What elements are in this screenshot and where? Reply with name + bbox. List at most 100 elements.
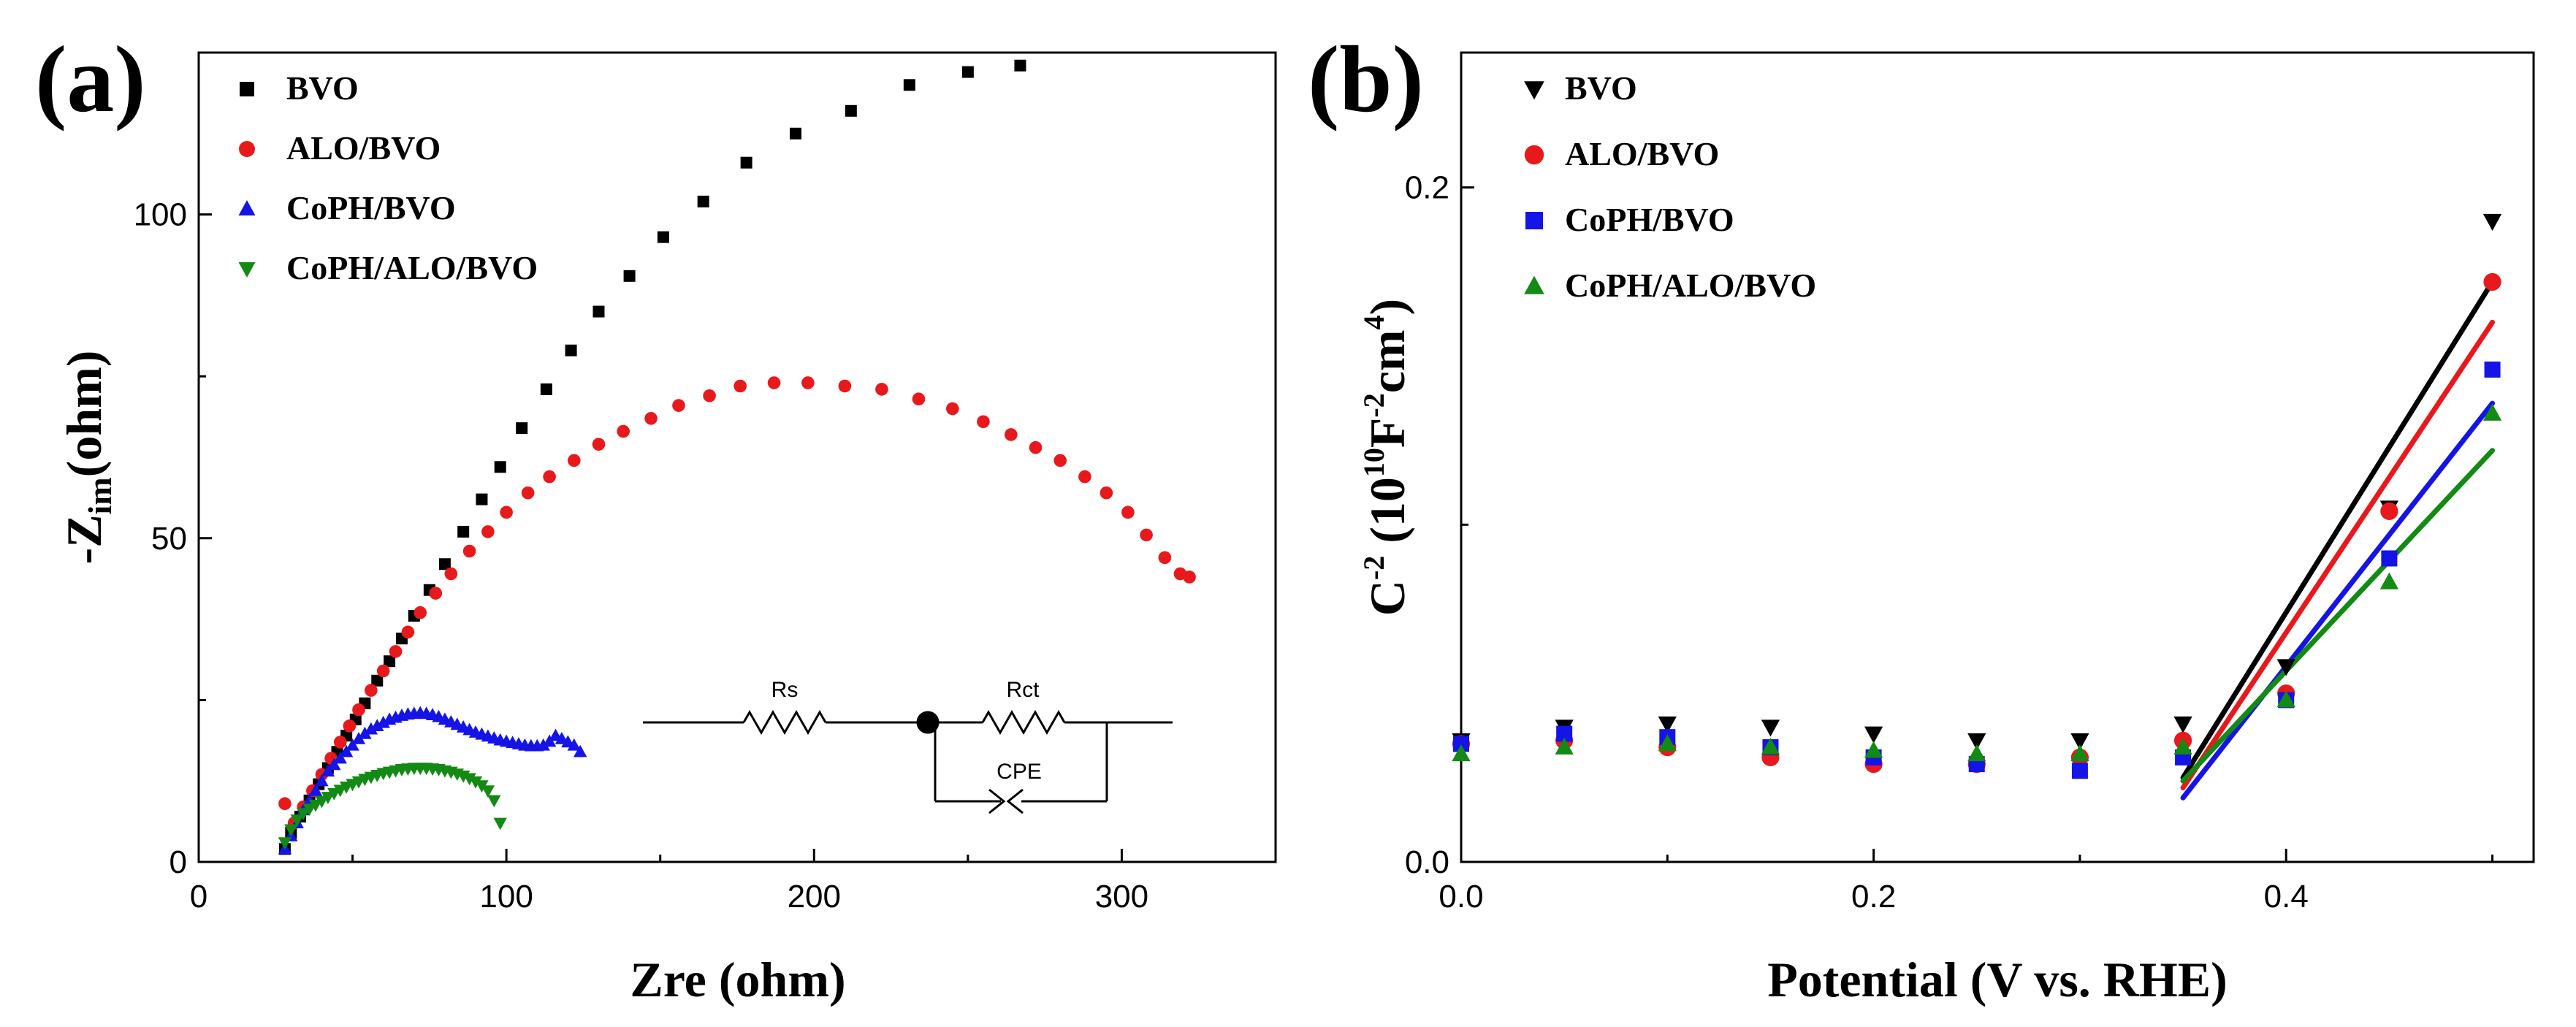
data-point	[278, 837, 292, 850]
series-coph-bvo	[278, 706, 587, 855]
data-point	[500, 505, 513, 519]
data-point	[1158, 551, 1172, 565]
series-coph-alo-bvo	[1452, 403, 2502, 762]
x-tick-label: 0.2	[1851, 879, 1896, 915]
data-point	[672, 399, 685, 412]
data-point	[521, 486, 535, 500]
data-point	[1967, 733, 1986, 750]
y-tick-label: 0	[169, 844, 187, 880]
data-point	[2173, 737, 2192, 755]
legend-label: CoPH/BVO	[1565, 201, 1734, 238]
y-tick-label: 50	[151, 521, 187, 557]
data-point	[592, 438, 606, 451]
circuit-label-rs: Rs	[771, 678, 799, 702]
legend-marker	[1524, 275, 1544, 294]
fit-line	[2180, 400, 2496, 801]
data-point	[2173, 716, 2192, 733]
data-point	[1761, 737, 1780, 755]
data-point	[468, 776, 483, 789]
data-point	[1555, 737, 1574, 755]
data-point	[697, 195, 709, 207]
data-point	[401, 625, 415, 639]
legend-marker	[239, 141, 255, 157]
legend-marker	[1525, 212, 1543, 229]
panel-b: (b) 0.0 0.2 0.4 0.0 0.2 BVO ALO/BVO CoPH/BVO Co…	[1308, 27, 2535, 1007]
series-alo-bvo	[278, 376, 1196, 830]
data-point	[2482, 403, 2502, 421]
legend-label: CoPH/ALO/BVO	[286, 249, 538, 286]
data-point	[481, 525, 495, 538]
legend-label: ALO/BVO	[1565, 135, 1719, 172]
data-point	[339, 744, 354, 757]
data-point	[740, 156, 752, 169]
data-point	[278, 797, 291, 811]
panel-a-plot-frame	[197, 51, 1277, 863]
data-point	[462, 544, 476, 558]
data-point	[384, 655, 396, 668]
data-point	[414, 606, 427, 619]
data-point	[370, 719, 384, 732]
data-point	[462, 773, 476, 786]
x-tick-label: 0.4	[2264, 879, 2309, 915]
data-point	[308, 783, 323, 796]
panel-a-y-axis-label: -Zim(ohm)	[56, 351, 118, 565]
data-point	[516, 422, 528, 435]
data-point	[494, 461, 506, 473]
data-point	[290, 814, 304, 827]
y-tick-label: 0.0	[1405, 844, 1449, 880]
legend-marker	[238, 262, 256, 278]
data-point	[592, 305, 605, 318]
y-tick-label: 100	[134, 197, 187, 233]
data-point	[352, 703, 365, 717]
data-point	[1029, 440, 1043, 454]
x-tick-label: 300	[1095, 879, 1148, 915]
data-point	[1140, 528, 1153, 542]
data-point	[1100, 486, 1113, 500]
panel-b-fit-lines	[2180, 279, 2496, 801]
data-point	[481, 785, 495, 798]
y-tick-label: 0.2	[1405, 170, 1449, 206]
data-point	[1005, 428, 1018, 441]
data-point	[540, 383, 552, 395]
fit-line	[2180, 279, 2496, 781]
data-point	[617, 424, 630, 438]
data-point	[343, 719, 357, 733]
data-point	[346, 738, 359, 751]
data-point	[2070, 733, 2089, 750]
data-point	[321, 764, 335, 777]
data-point	[389, 645, 403, 658]
legend-label: ALO/BVO	[286, 129, 441, 167]
series-bvo	[278, 59, 1026, 855]
data-point	[1014, 59, 1026, 72]
data-point	[371, 674, 384, 687]
data-point	[1658, 716, 1677, 733]
legend-label: CoPH/BVO	[286, 189, 456, 226]
data-point	[296, 808, 310, 821]
legend-label: BVO	[1565, 69, 1637, 107]
legend-marker	[1524, 145, 1544, 165]
data-point	[977, 415, 990, 429]
data-point	[315, 774, 329, 787]
data-point	[767, 376, 781, 389]
panel-b-ticks: 0.0 0.2 0.4 0.0 0.2	[1405, 170, 2494, 915]
fit-line	[2180, 448, 2496, 784]
data-point	[2276, 659, 2295, 676]
data-point	[2381, 550, 2398, 567]
data-point	[2276, 690, 2295, 708]
data-point	[543, 470, 556, 484]
panel-b-plot-frame	[1460, 51, 2535, 863]
data-point	[875, 383, 888, 396]
data-point	[333, 736, 347, 749]
panel-b-y-axis-label: C-2 (1010F-2cm4)	[1357, 299, 1415, 616]
data-point	[2380, 502, 2398, 520]
data-point	[327, 757, 341, 771]
data-point	[733, 379, 747, 393]
data-point	[2484, 361, 2501, 378]
data-point	[2071, 763, 2088, 779]
data-point	[457, 525, 470, 538]
data-point	[1121, 505, 1135, 519]
data-point	[364, 722, 378, 735]
data-point	[623, 270, 636, 282]
panel-b-series	[1452, 213, 2502, 779]
